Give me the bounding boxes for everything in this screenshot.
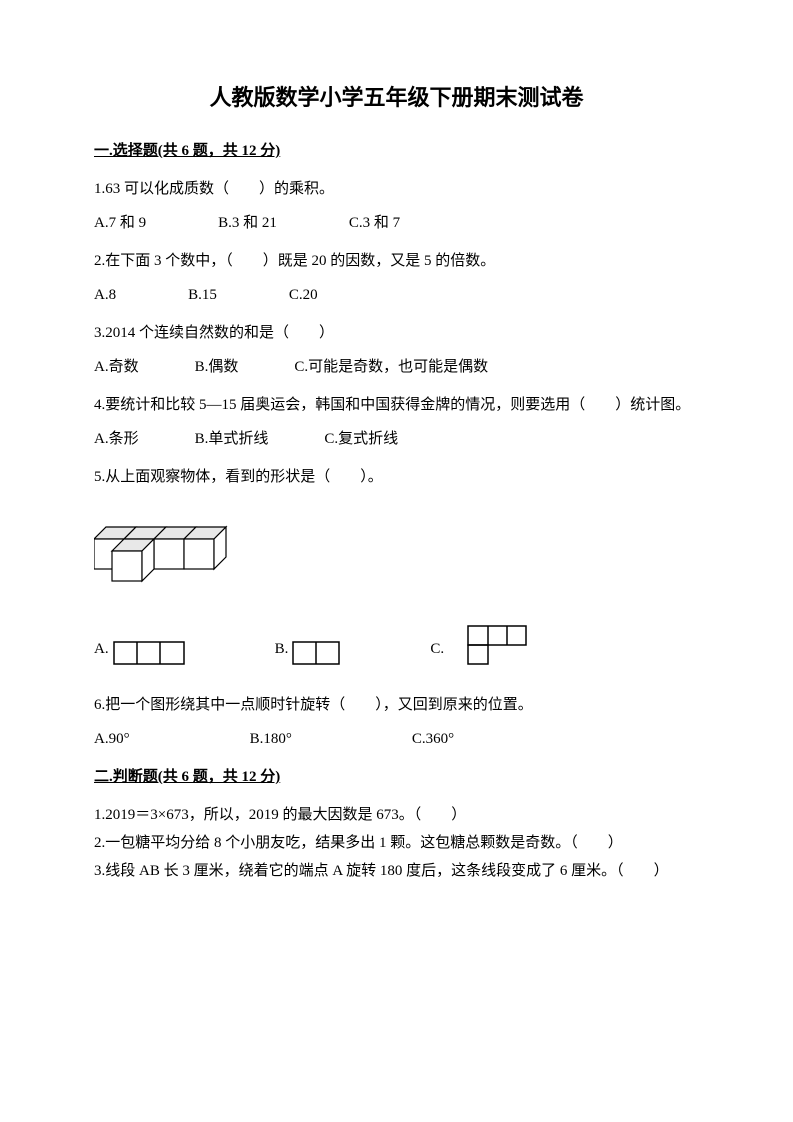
q6-opt-c: C.360° xyxy=(412,727,454,751)
q6-options: A.90° B.180° C.360° xyxy=(94,727,699,751)
section1-header: 一.选择题(共 6 题，共 12 分) xyxy=(94,139,699,163)
q4-opt-c: C.复式折线 xyxy=(324,427,398,451)
cubes-3d-icon xyxy=(94,509,264,589)
judge-q1: 1.2019＝3×673，所以，2019 的最大因数是 673。（ ） xyxy=(94,803,699,827)
q5-opt-a-wrap: A. xyxy=(94,637,185,665)
q5-opt-b-label: B. xyxy=(275,637,289,665)
q3-opt-a: A.奇数 xyxy=(94,355,139,379)
judge-q2: 2.一包糖平均分给 8 个小朋友吃，结果多出 1 颗。这包糖总颗数是奇数。（ ） xyxy=(94,831,699,855)
q3-text: 3.2014 个连续自然数的和是（ ） xyxy=(94,321,699,345)
q4-opt-a: A.条形 xyxy=(94,427,139,451)
section2-header: 二.判断题(共 6 题，共 12 分) xyxy=(94,765,699,789)
grid-2x1-icon xyxy=(292,641,340,665)
question-2: 2.在下面 3 个数中，（ ）既是 20 的因数，又是 5 的倍数。 A.8 B… xyxy=(94,249,699,307)
grid-3x1-icon xyxy=(113,641,185,665)
q5-cube-diagram xyxy=(94,509,699,597)
q6-opt-b: B.180° xyxy=(250,727,292,751)
q4-text: 4.要统计和比较 5—15 届奥运会，韩国和中国获得金牌的情况，则要选用（ ）统… xyxy=(94,393,699,417)
q5-opt-c-label: C. xyxy=(430,637,444,665)
q2-opt-b: B.15 xyxy=(188,283,217,307)
q3-opt-c: C.可能是奇数，也可能是偶数 xyxy=(294,355,488,379)
question-6: 6.把一个图形绕其中一点顺时针旋转（ ），又回到原来的位置。 A.90° B.1… xyxy=(94,693,699,751)
grid-lshape-icon xyxy=(448,625,528,665)
page-title: 人教版数学小学五年级下册期末测试卷 xyxy=(94,80,699,115)
q6-opt-a: A.90° xyxy=(94,727,130,751)
q3-opt-b: B.偶数 xyxy=(195,355,239,379)
q2-opt-c: C.20 xyxy=(289,283,318,307)
question-3: 3.2014 个连续自然数的和是（ ） A.奇数 B.偶数 C.可能是奇数，也可… xyxy=(94,321,699,379)
q4-opt-b: B.单式折线 xyxy=(195,427,269,451)
q1-opt-c: C.3 和 7 xyxy=(349,211,400,235)
q5-opt-c-wrap: C. xyxy=(430,625,528,665)
q2-opt-a: A.8 xyxy=(94,283,116,307)
question-5: 5.从上面观察物体，看到的形状是（ ）。 xyxy=(94,465,699,665)
q4-options: A.条形 B.单式折线 C.复式折线 xyxy=(94,427,699,451)
q1-options: A.7 和 9 B.3 和 21 C.3 和 7 xyxy=(94,211,699,235)
q5-opt-a-label: A. xyxy=(94,637,109,665)
q5-opt-b-wrap: B. xyxy=(275,637,341,665)
judge-q3: 3.线段 AB 长 3 厘米，绕着它的端点 A 旋转 180 度后，这条线段变成… xyxy=(94,859,699,883)
q5-text: 5.从上面观察物体，看到的形状是（ ）。 xyxy=(94,465,699,489)
q2-text: 2.在下面 3 个数中，（ ）既是 20 的因数，又是 5 的倍数。 xyxy=(94,249,699,273)
q3-options: A.奇数 B.偶数 C.可能是奇数，也可能是偶数 xyxy=(94,355,699,379)
q6-text: 6.把一个图形绕其中一点顺时针旋转（ ），又回到原来的位置。 xyxy=(94,693,699,717)
question-4: 4.要统计和比较 5—15 届奥运会，韩国和中国获得金牌的情况，则要选用（ ）统… xyxy=(94,393,699,451)
q1-opt-b: B.3 和 21 xyxy=(218,211,277,235)
q5-shape-options: A. B. C. xyxy=(94,625,699,665)
q2-options: A.8 B.15 C.20 xyxy=(94,283,699,307)
question-1: 1.63 可以化成质数（ ）的乘积。 A.7 和 9 B.3 和 21 C.3 … xyxy=(94,177,699,235)
q1-text: 1.63 可以化成质数（ ）的乘积。 xyxy=(94,177,699,201)
q1-opt-a: A.7 和 9 xyxy=(94,211,146,235)
